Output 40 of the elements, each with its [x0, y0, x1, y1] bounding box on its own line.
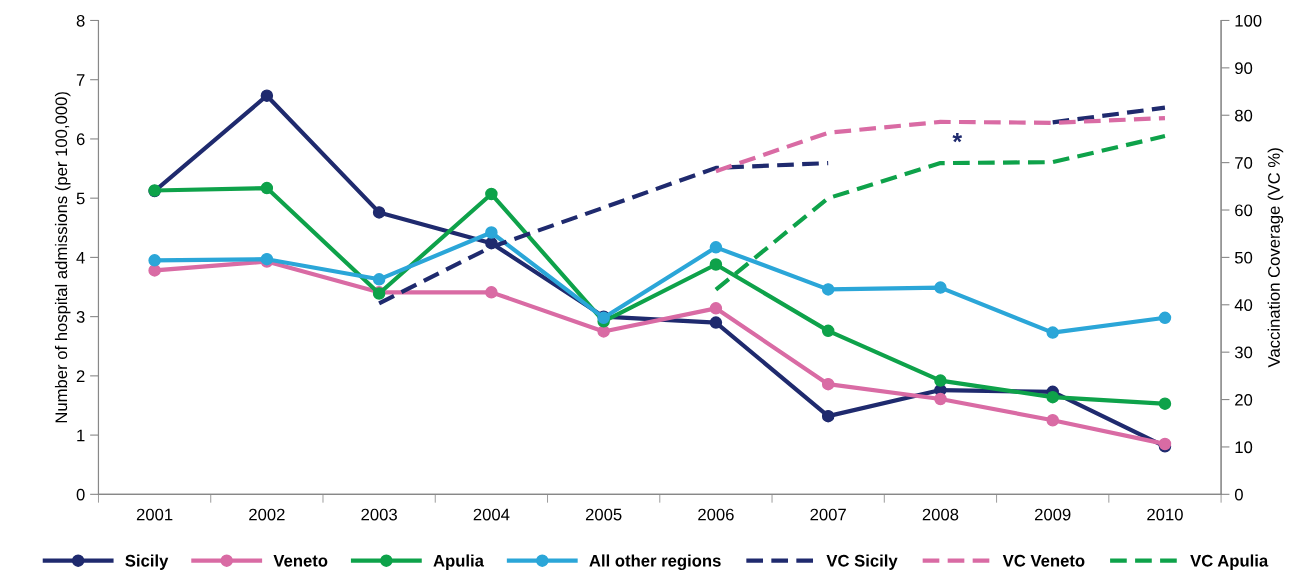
y-axis-title: Number of hospital admissions (per 100,000)	[54, 92, 71, 423]
x-tick-label: 2010	[1147, 508, 1183, 521]
annotation: *	[952, 132, 963, 143]
y2-tick-label: 10	[1235, 441, 1253, 454]
y2-tick-label: 20	[1235, 393, 1253, 406]
y2-axis-title: Vaccination Coverage (VC %)	[1267, 148, 1284, 368]
legend-label: VC Apulia	[1190, 554, 1269, 570]
legend-label: VC Veneto	[1002, 554, 1085, 567]
legend-label: Veneto	[273, 555, 328, 567]
y-tick-label: 1	[77, 429, 85, 442]
x-tick-label: 2009	[1035, 508, 1071, 521]
x-tick-label: 2006	[698, 508, 734, 521]
x-tick-label: 2005	[585, 508, 622, 521]
y2-tick-label: 0	[1234, 488, 1243, 501]
y-tick-label: 7	[76, 74, 85, 86]
y2-tick-label: 50	[1234, 251, 1253, 264]
legend-label: Sicily	[125, 554, 169, 570]
y2-tick-label: 70	[1235, 157, 1253, 169]
y2-tick-label: 30	[1234, 346, 1253, 359]
y2-tick-label: 40	[1234, 299, 1253, 311]
y-tick-label: 8	[76, 14, 85, 27]
legend-label: Apulia	[433, 554, 485, 570]
legend-label: All other regions	[589, 554, 721, 570]
y2-tick-label: 60	[1235, 204, 1253, 217]
x-tick-label: 2001	[136, 508, 173, 521]
y-tick-label: 6	[76, 133, 85, 146]
x-tick-label: 2008	[922, 508, 959, 521]
x-tick-label: 2004	[473, 508, 510, 521]
y-tick-label: 5	[76, 192, 85, 205]
y2-tick-label: 80	[1235, 109, 1253, 122]
y2-tick-label: 100	[1235, 14, 1262, 27]
x-tick-label: 2002	[249, 508, 285, 521]
x-tick-label: 2007	[810, 508, 846, 521]
x-tick-label: 2003	[361, 508, 397, 521]
y-tick-label: 2	[76, 370, 85, 382]
y-tick-label: 4	[76, 251, 85, 264]
y-tick-label: 0	[76, 488, 85, 501]
y-tick-label: 3	[76, 311, 85, 323]
y2-tick-label: 90	[1235, 62, 1253, 75]
legend-label: VC Sicily	[826, 554, 898, 570]
